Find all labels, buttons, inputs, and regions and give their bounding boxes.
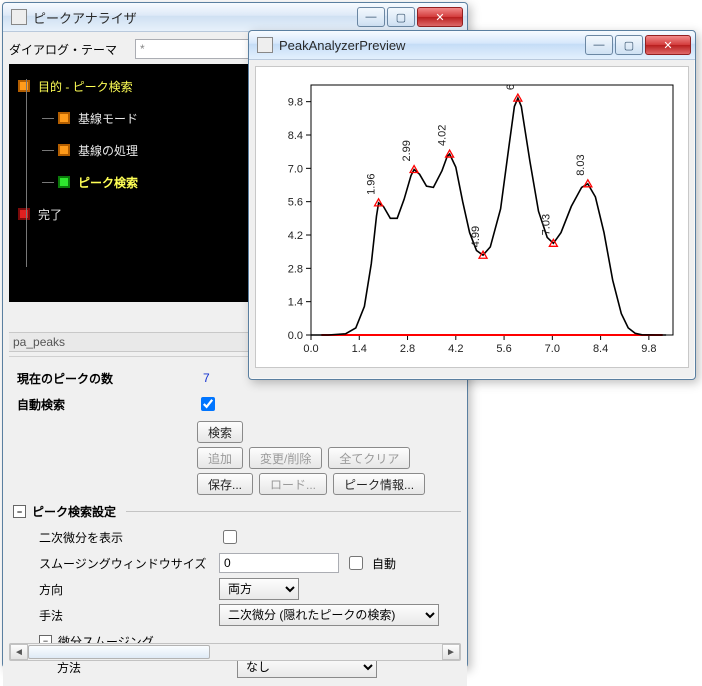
section-title: ピーク検索設定: [32, 503, 116, 520]
nav-label: 基線の処理: [78, 142, 138, 159]
scroll-left-icon[interactable]: ◄: [10, 644, 28, 660]
svg-text:0.0: 0.0: [288, 330, 303, 342]
svg-text:2.99: 2.99: [401, 140, 413, 161]
square-icon: [58, 176, 70, 188]
horizontal-scrollbar[interactable]: ◄ ►: [9, 643, 461, 661]
load-button[interactable]: ロード...: [259, 473, 327, 495]
preview-title: PeakAnalyzerPreview: [279, 38, 585, 53]
minimize-button[interactable]: —: [357, 7, 385, 27]
nav-root-icon: [18, 80, 30, 92]
maximize-button[interactable]: ▢: [387, 7, 415, 27]
square-icon: [58, 112, 70, 124]
maximize-button[interactable]: ▢: [615, 35, 643, 55]
show-2nd-deriv-checkbox[interactable]: [223, 530, 237, 544]
diffsmooth-method-label: 方法: [9, 659, 237, 676]
app-icon: [11, 9, 27, 25]
svg-text:4.99: 4.99: [470, 226, 482, 247]
method-label: 手法: [9, 607, 219, 624]
nav-label: ピーク検索: [78, 174, 138, 191]
collapse-toggle-icon[interactable]: −: [13, 505, 26, 518]
minimize-button[interactable]: —: [585, 35, 613, 55]
app-icon: [257, 37, 273, 53]
svg-text:8.4: 8.4: [593, 343, 608, 355]
peakinfo-button[interactable]: ピーク情報...: [333, 473, 425, 495]
nav-label: 基線モード: [78, 110, 138, 127]
svg-text:7.0: 7.0: [545, 343, 560, 355]
svg-text:4.2: 4.2: [288, 230, 303, 242]
svg-text:1.4: 1.4: [352, 343, 367, 355]
svg-text:9.8: 9.8: [288, 97, 303, 109]
scroll-thumb[interactable]: [28, 645, 210, 659]
svg-text:4.02: 4.02: [437, 125, 449, 146]
square-icon: [58, 144, 70, 156]
autosearch-checkbox[interactable]: [201, 397, 215, 411]
peak-search-settings-header[interactable]: − ピーク検索設定: [9, 503, 461, 520]
svg-text:2.8: 2.8: [288, 263, 303, 275]
svg-text:7.03: 7.03: [540, 214, 552, 235]
svg-text:1.4: 1.4: [288, 297, 303, 309]
svg-text:1.96: 1.96: [366, 173, 378, 194]
scroll-right-icon[interactable]: ►: [442, 644, 460, 660]
nav-label: 完了: [38, 206, 62, 223]
svg-text:5.6: 5.6: [288, 197, 303, 209]
svg-text:8.4: 8.4: [288, 130, 303, 142]
clear-button[interactable]: 全てクリア: [328, 447, 410, 469]
peak-analyzer-preview-window: PeakAnalyzerPreview — ▢ ✕ 0.0 1.4 2.8 4.2 5.…: [248, 30, 696, 380]
analyzer-titlebar[interactable]: ピークアナライザ — ▢ ✕: [3, 3, 467, 32]
svg-text:5.6: 5.6: [496, 343, 511, 355]
save-button[interactable]: 保存...: [197, 473, 253, 495]
peak-count-value: 7: [197, 371, 210, 385]
peak-count-label: 現在のピークの数: [9, 370, 197, 387]
direction-label: 方向: [9, 581, 219, 598]
close-button[interactable]: ✕: [645, 35, 691, 55]
svg-text:7.0: 7.0: [288, 163, 303, 175]
autosearch-label: 自動検索: [9, 396, 197, 413]
add-button[interactable]: 追加: [197, 447, 243, 469]
smooth-win-label: スムージングウィンドウサイズ: [9, 555, 219, 572]
svg-text:4.2: 4.2: [448, 343, 463, 355]
nav-root-label: 目的 - ピーク検索: [38, 78, 133, 95]
square-icon: [18, 208, 30, 220]
smooth-win-auto-label: 自動: [372, 555, 396, 572]
chart-area: 0.0 1.4 2.8 4.2 5.6 7.0 8.4 9.8 0.0 1.4 2.8 4.2 5.6 7…: [255, 66, 689, 368]
smooth-win-input[interactable]: [219, 553, 339, 573]
show-2nd-deriv-label: 二次微分を表示: [9, 529, 219, 546]
svg-text:8.03: 8.03: [575, 154, 587, 175]
svg-text:9.8: 9.8: [641, 343, 656, 355]
smooth-win-auto-checkbox[interactable]: [349, 556, 363, 570]
close-button[interactable]: ✕: [417, 7, 463, 27]
peak-chart: 0.0 1.4 2.8 4.2 5.6 7.0 8.4 9.8 0.0 1.4 2.8 4.2 5.6 7…: [256, 67, 688, 365]
preview-titlebar[interactable]: PeakAnalyzerPreview — ▢ ✕: [249, 31, 695, 60]
dialog-theme-label: ダイアログ・テーマ: [9, 41, 127, 58]
analyzer-title: ピークアナライザ: [33, 8, 357, 27]
method-select[interactable]: 二次微分 (隠れたピークの検索): [219, 604, 439, 626]
svg-text:6: 6: [505, 84, 517, 90]
edit-button[interactable]: 変更/削除: [249, 447, 322, 469]
direction-select[interactable]: 両方: [219, 578, 299, 600]
svg-text:0.0: 0.0: [303, 343, 318, 355]
svg-text:2.8: 2.8: [400, 343, 415, 355]
search-button[interactable]: 検索: [197, 421, 243, 443]
